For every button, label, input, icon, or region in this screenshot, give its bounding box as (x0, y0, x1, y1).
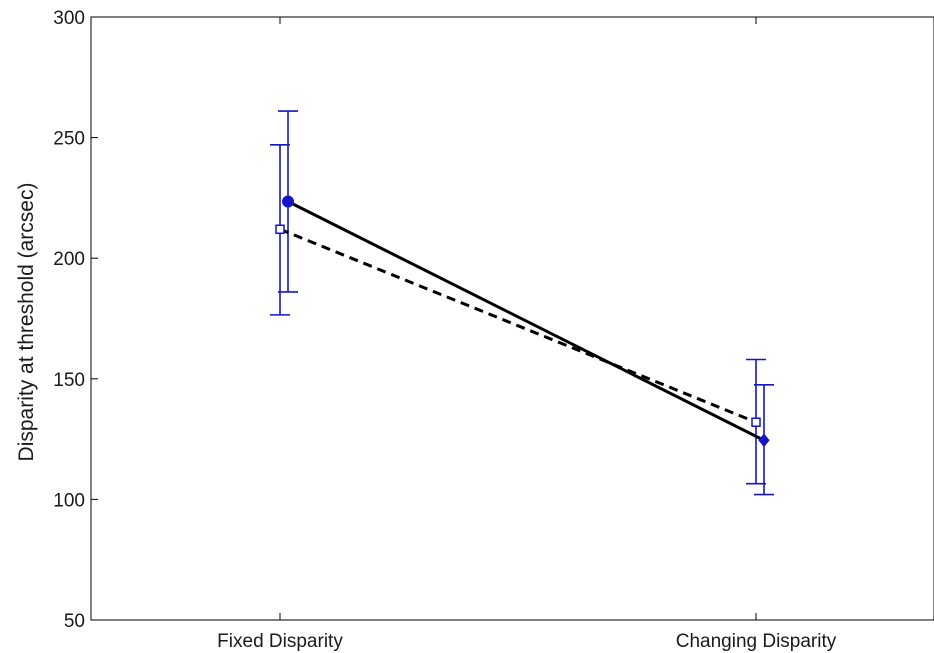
x-category-label: Fixed Disparity (217, 631, 343, 652)
data-point-circle (282, 195, 294, 208)
series-layer (270, 110, 774, 496)
y-axis: 50 100 150 200 250 300 (53, 8, 98, 632)
series-line-solid (287, 200, 765, 442)
series-line-dashed (279, 227, 757, 424)
y-tick-label: 100 (53, 490, 85, 511)
y-tick-label: 200 (53, 249, 85, 270)
x-axis: Fixed Disparity Changing Disparity (217, 17, 837, 652)
data-point-square (751, 417, 761, 427)
data-point-square (275, 224, 285, 235)
plot-frame (90, 16, 934, 621)
x-category-label: Changing Disparity (676, 631, 837, 652)
y-tick-label: 150 (53, 370, 85, 391)
y-tick-label: 250 (53, 129, 85, 150)
y-tick-label: 300 (53, 8, 85, 29)
data-point-diamond (758, 433, 770, 448)
y-axis-title: Disparity at threshold (arcsec) (15, 183, 38, 462)
y-tick-label: 50 (64, 611, 85, 632)
